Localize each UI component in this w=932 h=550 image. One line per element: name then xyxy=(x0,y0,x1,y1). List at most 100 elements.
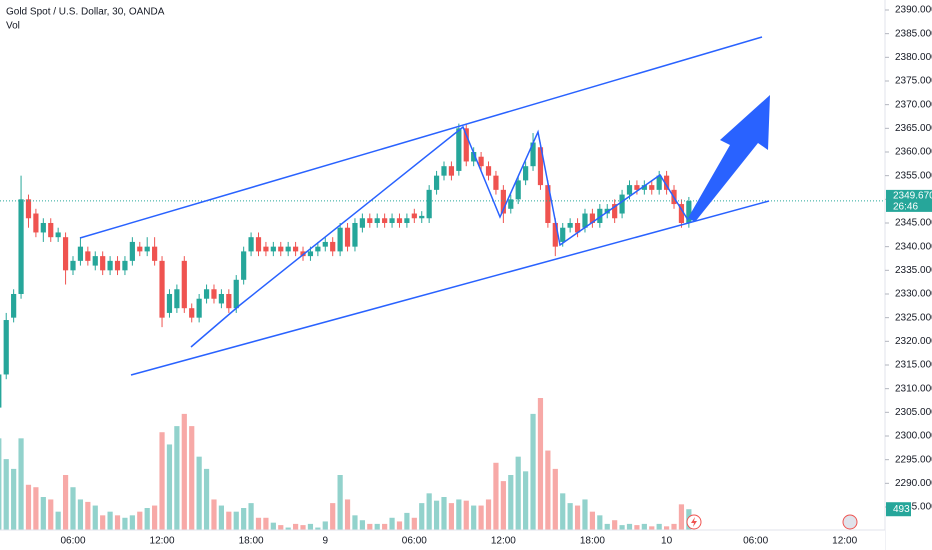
y-tick-label: 2340.000 xyxy=(895,241,932,252)
volume-bar xyxy=(485,499,492,530)
volume-bar xyxy=(255,517,262,530)
candle-body xyxy=(626,185,633,195)
candle-body xyxy=(77,246,84,261)
y-tick-label: 2390.000 xyxy=(895,5,932,16)
volume-bar xyxy=(55,511,61,530)
candle-body xyxy=(92,256,98,266)
volume-bar xyxy=(122,517,128,530)
x-tick-label: 18:00 xyxy=(239,536,264,547)
volume-bar xyxy=(77,499,84,530)
volume-bar xyxy=(404,512,410,530)
volume-bar xyxy=(649,526,655,530)
candle-body xyxy=(330,241,336,252)
volume-bar xyxy=(218,505,224,530)
y-tick-label: 2300.000 xyxy=(895,431,932,442)
volume-bar xyxy=(367,523,373,530)
candle-body xyxy=(493,175,499,190)
volume-bar xyxy=(40,497,46,530)
candle-body xyxy=(419,215,425,219)
candle-body xyxy=(456,128,462,171)
volume-bar xyxy=(278,525,284,530)
candle-body xyxy=(448,166,455,176)
candle-body xyxy=(396,218,403,223)
candle-body xyxy=(337,227,343,252)
volume-bar xyxy=(678,504,685,530)
volume-bar xyxy=(626,523,633,530)
x-tick-label: 12:00 xyxy=(491,536,516,547)
volume-bar xyxy=(285,527,291,530)
candle-body xyxy=(641,185,647,190)
volume-bar xyxy=(508,475,514,530)
volume-bar xyxy=(389,517,395,530)
candle-body xyxy=(359,218,365,228)
candle-body xyxy=(218,293,224,304)
candle-body xyxy=(656,175,662,190)
arrow xyxy=(688,95,770,222)
y-tick-label: 2360.000 xyxy=(895,147,932,158)
volume-bar xyxy=(107,511,113,530)
volume-bar xyxy=(330,503,336,530)
candle-body xyxy=(515,180,521,200)
candle-body xyxy=(278,246,284,252)
y-tick-label: 2325.000 xyxy=(895,312,932,323)
price-axis xyxy=(885,0,932,550)
volume-bar xyxy=(419,503,425,530)
candle-body xyxy=(567,222,573,228)
candle-body xyxy=(18,199,24,294)
candle-body xyxy=(530,142,536,167)
candle-body xyxy=(48,222,54,238)
candle-body xyxy=(181,260,187,309)
volume-bar xyxy=(0,438,2,530)
y-tick-label: 2310.000 xyxy=(895,383,932,394)
volume-bar xyxy=(189,426,195,530)
volume-bar xyxy=(374,523,380,530)
candle-body xyxy=(582,213,588,228)
volume-bar xyxy=(25,484,32,530)
volume-bar xyxy=(166,444,173,530)
volume-bar xyxy=(671,523,677,530)
candle-body xyxy=(189,308,195,318)
time-axis xyxy=(0,530,885,550)
flag-icon[interactable] xyxy=(842,514,858,530)
candle-body xyxy=(196,298,202,318)
y-tick-label: 2305.000 xyxy=(895,407,932,418)
candle-body xyxy=(55,232,61,238)
volume-bar xyxy=(344,499,351,530)
volume-bar xyxy=(114,515,121,530)
countdown-label: 26:46 xyxy=(893,202,918,213)
volume-bar xyxy=(159,432,165,530)
volume-bar xyxy=(3,459,9,530)
volume-bar xyxy=(248,503,254,530)
volume-bar xyxy=(270,522,276,530)
volume-bar xyxy=(656,523,662,530)
volume-bar xyxy=(48,499,54,530)
candle-body xyxy=(137,246,143,252)
candle-body xyxy=(344,227,351,247)
volume-bar xyxy=(500,481,506,530)
volume-bar xyxy=(174,426,180,530)
volume-bar xyxy=(211,499,217,530)
volume-bar xyxy=(33,487,39,530)
candle-body xyxy=(62,237,69,271)
candle-body xyxy=(649,185,655,190)
volume-bar xyxy=(263,517,269,530)
candle-body xyxy=(263,246,269,252)
y-tick-label: 2330.000 xyxy=(895,289,932,300)
volume-bar xyxy=(567,503,573,530)
volume-bar xyxy=(322,521,328,530)
candle-body xyxy=(129,241,135,261)
candle-body xyxy=(315,246,321,252)
axes: 06:00 12:00 18:00 9 06:00 12:00 18:00 10 06:00 12… xyxy=(60,5,932,547)
volume-bar xyxy=(634,525,640,530)
candle-body xyxy=(11,293,17,318)
volume-bar xyxy=(92,505,98,530)
candle-body xyxy=(248,237,254,252)
candle-body xyxy=(285,246,291,252)
legend-title: Gold Spot / U.S. Dollar, 30, OANDA xyxy=(6,7,165,18)
x-tick-label: 10 xyxy=(661,536,673,547)
volume-bar xyxy=(144,508,150,530)
candle-body xyxy=(634,185,640,190)
candle-body xyxy=(152,246,158,261)
volume-bar xyxy=(18,438,24,530)
